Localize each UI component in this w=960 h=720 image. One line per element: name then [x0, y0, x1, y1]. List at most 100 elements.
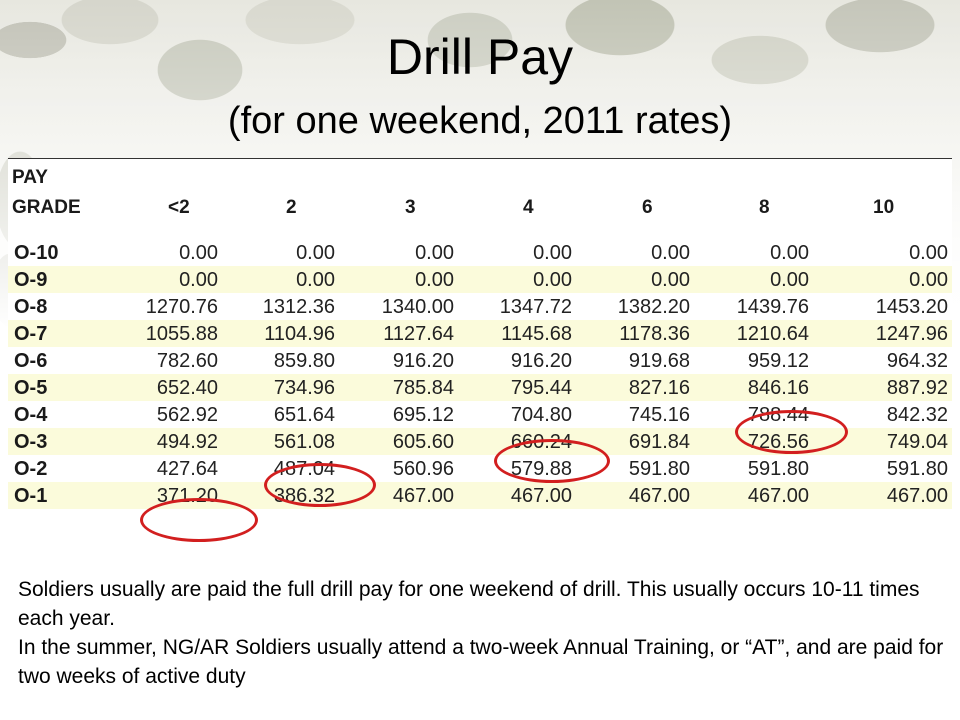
pay-cell: 560.96 — [392, 458, 454, 480]
pay-cell: 749.04 — [886, 431, 948, 453]
pay-cell: 467.00 — [392, 485, 454, 507]
column-header: <2 — [168, 197, 190, 218]
pay-cell: 0.00 — [179, 242, 218, 264]
pay-cell: 0.00 — [651, 269, 690, 291]
slide-title: Drill Pay — [386, 29, 574, 85]
table-row: O-7 1055.88 1104.96 1127.64 1145.68 1178… — [8, 320, 952, 347]
pay-cell: 827.16 — [628, 377, 690, 399]
pay-cell: 916.20 — [510, 350, 572, 372]
pay-cell: 959.12 — [747, 350, 809, 372]
pay-cell: 782.60 — [156, 350, 218, 372]
pay-cell: 467.00 — [628, 485, 690, 507]
pay-cell: 0.00 — [770, 242, 809, 264]
pay-cell: 1312.36 — [262, 296, 335, 318]
pay-cell: 734.96 — [273, 377, 335, 399]
pay-cell: 859.80 — [273, 350, 335, 372]
grade-cell: O-7 — [14, 323, 48, 345]
pay-cell: 695.12 — [392, 404, 454, 426]
pay-cell: 745.16 — [628, 404, 690, 426]
grade-cell: O-1 — [14, 485, 48, 507]
caption-paragraph-2: In the summer, NG/AR Soldiers usually at… — [18, 636, 944, 688]
highlight-circle-o3 — [494, 439, 610, 483]
column-header: 8 — [759, 197, 770, 218]
highlight-circle-o1 — [140, 498, 258, 542]
pay-cell: 0.00 — [296, 269, 335, 291]
pay-cell: 591.80 — [628, 458, 690, 480]
highlight-circle-o4 — [735, 410, 848, 454]
grade-cell: O-5 — [14, 377, 48, 399]
pay-cell: 795.44 — [510, 377, 572, 399]
pay-cell: 651.64 — [273, 404, 335, 426]
grade-cell: O-4 — [14, 404, 48, 426]
table-row: O-6 782.60 859.80 916.20 916.20 919.68 9… — [8, 347, 952, 374]
caption-paragraph-1: Soldiers usually are paid the full drill… — [18, 578, 920, 630]
pay-cell: 1104.96 — [264, 323, 335, 345]
table-row: O-2 427.64 487.04 560.96 579.88 591.80 5… — [8, 455, 952, 482]
pay-table: PAY GRADE <2 2 3 4 6 8 10 O-10 0.00 0.00… — [8, 158, 952, 535]
pay-cell: 0.00 — [179, 269, 218, 291]
pay-cell: 916.20 — [392, 350, 454, 372]
header-row-grade: GRADE <2 2 3 4 6 8 10 — [8, 193, 952, 221]
header-row-pay: PAY — [8, 163, 952, 191]
pay-cell: 887.92 — [886, 377, 948, 399]
pay-cell: 0.00 — [415, 242, 454, 264]
pay-cell: 964.32 — [886, 350, 948, 372]
pay-cell: 691.84 — [628, 431, 690, 453]
grade-cell: O-10 — [14, 242, 59, 264]
column-header: 4 — [523, 197, 534, 218]
explanation-text: Soldiers usually are paid the full drill… — [18, 575, 948, 691]
pay-cell: 1178.36 — [619, 323, 690, 345]
pay-cell: 0.00 — [770, 269, 809, 291]
table-row: O-9 0.00 0.00 0.00 0.00 0.00 0.00 0.00 — [8, 266, 952, 293]
pay-cell: 846.16 — [747, 377, 809, 399]
table-row: O-10 0.00 0.00 0.00 0.00 0.00 0.00 0.00 — [8, 239, 952, 266]
grade-cell: O-6 — [14, 350, 48, 372]
pay-cell: 919.68 — [628, 350, 690, 372]
table-row: O-8 1270.76 1312.36 1340.00 1347.72 1382… — [8, 293, 952, 320]
grade-cell: O-2 — [14, 458, 48, 480]
column-header: 6 — [642, 197, 653, 218]
pay-cell: 785.84 — [392, 377, 454, 399]
pay-cell: 0.00 — [533, 242, 572, 264]
pay-cell: 842.32 — [886, 404, 948, 426]
pay-cell: 1247.96 — [875, 323, 948, 345]
pay-cell: 1210.64 — [736, 323, 809, 345]
slide-subtitle: (for one weekend, 2011 rates) — [227, 100, 733, 142]
header-grade-label: GRADE — [12, 197, 81, 218]
pay-cell: 1127.64 — [383, 323, 454, 345]
pay-cell: 0.00 — [296, 242, 335, 264]
column-header: 3 — [405, 197, 416, 218]
pay-cell: 494.92 — [156, 431, 218, 453]
grade-cell: O-3 — [14, 431, 48, 453]
header-pay-label: PAY — [12, 167, 48, 188]
pay-cell: 427.64 — [156, 458, 218, 480]
pay-cell: 0.00 — [909, 269, 948, 291]
pay-cell: 0.00 — [909, 242, 948, 264]
pay-cell: 1382.20 — [617, 296, 690, 318]
pay-cell: 1340.00 — [381, 296, 454, 318]
highlight-circle-o2 — [264, 463, 376, 507]
pay-cell: 704.80 — [510, 404, 572, 426]
pay-cell: 605.60 — [392, 431, 454, 453]
pay-cell: 0.00 — [651, 242, 690, 264]
pay-cell: 562.92 — [156, 404, 218, 426]
pay-cell: 467.00 — [747, 485, 809, 507]
pay-cell: 1145.68 — [501, 323, 572, 345]
column-header: 10 — [873, 197, 895, 218]
table-row: O-1 371.20 386.32 467.00 467.00 467.00 4… — [8, 482, 952, 509]
pay-cell: 467.00 — [886, 485, 948, 507]
grade-cell: O-9 — [14, 269, 48, 291]
pay-cell: 0.00 — [533, 269, 572, 291]
pay-cell: 652.40 — [156, 377, 218, 399]
pay-cell: 591.80 — [886, 458, 948, 480]
pay-cell: 561.08 — [273, 431, 335, 453]
pay-cell: 1055.88 — [145, 323, 218, 345]
table-body: O-10 0.00 0.00 0.00 0.00 0.00 0.00 0.00 … — [8, 239, 952, 509]
table-row: O-5 652.40 734.96 785.84 795.44 827.16 8… — [8, 374, 952, 401]
column-header: 2 — [286, 197, 297, 218]
pay-cell: 0.00 — [415, 269, 454, 291]
pay-cell: 1270.76 — [145, 296, 218, 318]
pay-cell: 1453.20 — [875, 296, 948, 318]
pay-cell: 467.00 — [510, 485, 572, 507]
pay-cell: 1439.76 — [736, 296, 809, 318]
